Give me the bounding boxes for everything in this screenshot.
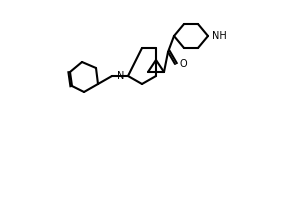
Text: NH: NH <box>212 31 227 41</box>
Text: O: O <box>180 59 188 69</box>
Text: N: N <box>117 71 124 81</box>
